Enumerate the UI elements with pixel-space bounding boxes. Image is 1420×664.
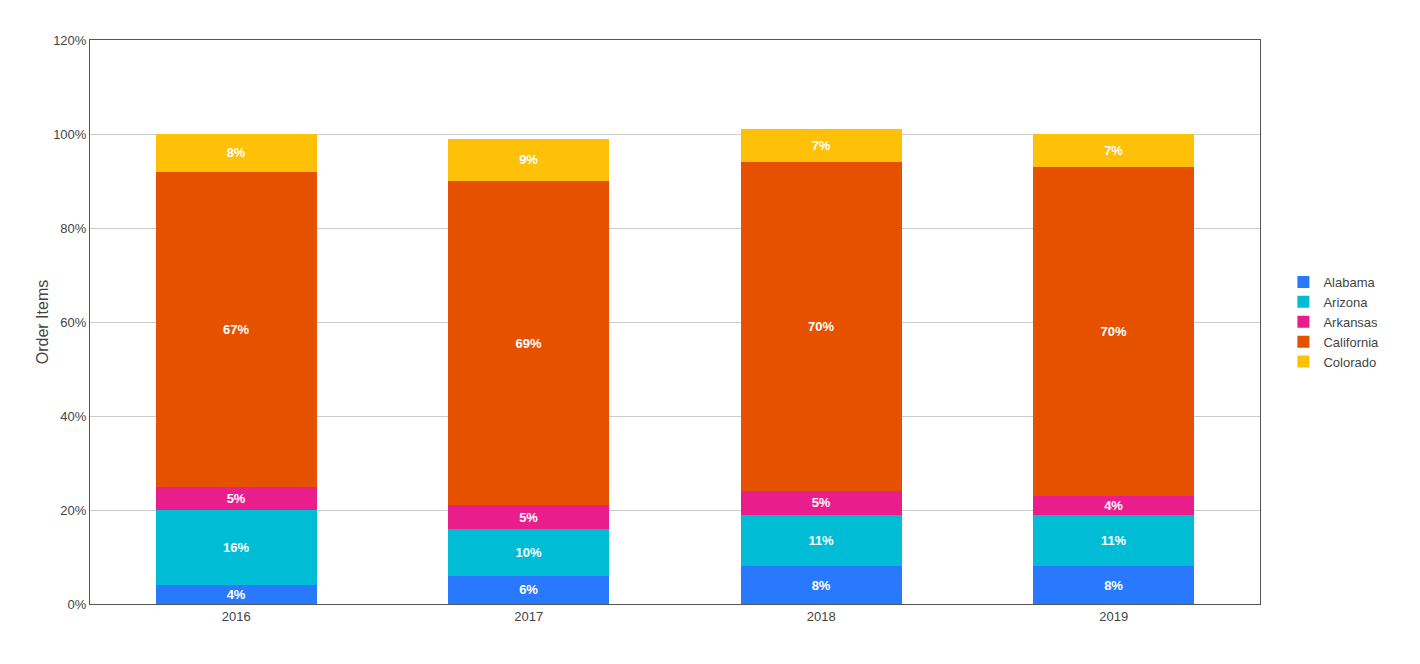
- svg-text:Alabama: Alabama: [1323, 275, 1375, 290]
- svg-text:Arkansas: Arkansas: [1323, 315, 1378, 330]
- svg-text:70%: 70%: [808, 319, 834, 334]
- svg-text:70%: 70%: [1101, 324, 1127, 339]
- svg-text:4%: 4%: [227, 587, 246, 602]
- svg-text:80%: 80%: [60, 221, 86, 236]
- svg-text:Order Items: Order Items: [34, 280, 51, 364]
- svg-text:4%: 4%: [1104, 498, 1123, 513]
- svg-text:8%: 8%: [1104, 578, 1123, 593]
- svg-text:69%: 69%: [516, 336, 542, 351]
- svg-text:5%: 5%: [227, 491, 246, 506]
- svg-text:2016: 2016: [222, 609, 251, 624]
- svg-text:20%: 20%: [60, 503, 86, 518]
- svg-text:2018: 2018: [807, 609, 836, 624]
- svg-text:40%: 40%: [60, 409, 86, 424]
- svg-text:100%: 100%: [53, 127, 87, 142]
- svg-text:2017: 2017: [514, 609, 543, 624]
- svg-text:11%: 11%: [808, 533, 834, 548]
- svg-text:67%: 67%: [223, 322, 249, 337]
- svg-text:10%: 10%: [516, 545, 542, 560]
- svg-text:120%: 120%: [53, 33, 87, 48]
- svg-text:9%: 9%: [519, 152, 538, 167]
- svg-text:60%: 60%: [60, 315, 86, 330]
- svg-text:7%: 7%: [812, 138, 831, 153]
- svg-text:Colorado: Colorado: [1323, 355, 1376, 370]
- svg-text:0%: 0%: [68, 597, 87, 612]
- svg-text:5%: 5%: [812, 495, 831, 510]
- svg-text:California: California: [1323, 335, 1379, 350]
- svg-text:11%: 11%: [1101, 533, 1127, 548]
- svg-text:16%: 16%: [223, 540, 249, 555]
- svg-text:8%: 8%: [227, 145, 246, 160]
- svg-text:6%: 6%: [519, 582, 538, 597]
- svg-text:7%: 7%: [1104, 143, 1123, 158]
- svg-text:5%: 5%: [519, 510, 538, 525]
- svg-text:2019: 2019: [1099, 609, 1128, 624]
- svg-text:Arizona: Arizona: [1323, 295, 1368, 310]
- svg-text:8%: 8%: [812, 578, 831, 593]
